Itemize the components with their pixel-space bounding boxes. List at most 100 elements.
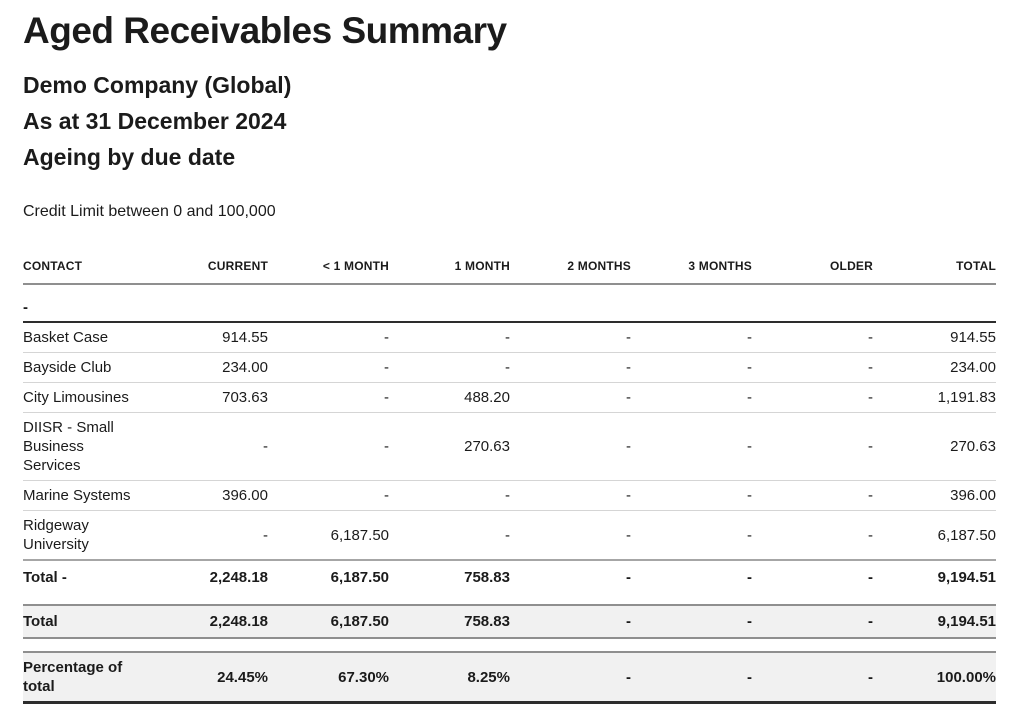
amount-cell: - xyxy=(752,604,873,639)
contact-cell: Ridgeway University xyxy=(23,510,147,561)
table-row: City Limousines 703.63-488.20- - -1,191.83 xyxy=(23,382,996,413)
table-row: DIISR - Small Business Services - -270.63-… xyxy=(23,412,996,481)
amount-cell: 703.63 xyxy=(147,382,268,413)
group-total-row: Total -2,248.18 6,187.50 758.83- - -9,194.51 xyxy=(23,559,996,594)
contact-cell: Total xyxy=(23,604,147,639)
amount-cell: - xyxy=(389,480,510,511)
amount-cell: - xyxy=(752,480,873,511)
amount-cell: - xyxy=(268,352,389,383)
amount-cell: - xyxy=(631,604,752,639)
amount-cell: 914.55 xyxy=(147,322,268,353)
amount-cell: - xyxy=(268,382,389,413)
amount-cell: 270.63 xyxy=(389,412,510,481)
contact-cell: Marine Systems xyxy=(23,480,147,511)
amount-cell: 270.63 xyxy=(873,412,996,481)
amount-cell: - xyxy=(752,382,873,413)
grand-total-row: Total 2,248.18 6,187.50 758.83- - -9,194.51 xyxy=(23,604,996,639)
column-header-3-months: 3 MONTHS xyxy=(631,251,752,285)
amount-cell: 914.55 xyxy=(873,322,996,353)
amount-cell: 9,194.51 xyxy=(873,559,996,594)
amount-cell: - xyxy=(389,322,510,353)
amount-cell: - xyxy=(510,510,631,561)
amount-cell: - xyxy=(510,382,631,413)
table-row: Marine Systems 396.00- - - - -396.00 xyxy=(23,480,996,511)
amount-cell: - xyxy=(631,322,752,353)
column-header-older: OLDER xyxy=(752,251,873,285)
amount-cell: - xyxy=(147,510,268,561)
amount-cell: 1,191.83 xyxy=(873,382,996,413)
amount-cell: 2,248.18 xyxy=(147,604,268,639)
table-row: Basket Case 914.55- - - - -914.55 xyxy=(23,322,996,353)
report-title: Aged Receivables Summary xyxy=(23,10,507,51)
amount-cell: - xyxy=(631,651,752,704)
column-header-contact: CONTACT xyxy=(23,251,147,285)
amount-cell: - xyxy=(268,480,389,511)
amount-cell: 8.25% xyxy=(389,651,510,704)
amount-cell: - xyxy=(268,322,389,353)
contact-cell: Basket Case xyxy=(23,322,147,353)
percentage-row: Percentage of total 24.45% 67.30% 8.25% - - -1… xyxy=(23,651,996,704)
contact-cell: Percentage of total xyxy=(23,651,147,704)
amount-cell: - xyxy=(752,352,873,383)
contact-cell: Total - xyxy=(23,559,147,594)
amount-cell: 758.83 xyxy=(389,604,510,639)
amount-cell: - xyxy=(752,412,873,481)
ageing-basis: Ageing by due date xyxy=(23,144,236,170)
amount-cell: - xyxy=(510,604,631,639)
group-header-row: - xyxy=(23,284,996,323)
amount-cell: 6,187.50 xyxy=(268,604,389,639)
report-subtitle-block: Demo Company (Global) As at 31 December … xyxy=(23,67,996,175)
amount-cell: 6,187.50 xyxy=(268,559,389,594)
amount-cell: 758.83 xyxy=(389,559,510,594)
contact-cell: Bayside Club xyxy=(23,352,147,383)
amount-cell: - xyxy=(752,651,873,704)
amount-cell: - xyxy=(631,480,752,511)
amount-cell: - xyxy=(510,480,631,511)
amount-cell: 100.00% xyxy=(873,651,996,704)
report-date: As at 31 December 2024 xyxy=(23,108,287,134)
column-header-current: CURRENT xyxy=(147,251,268,285)
amount-cell: - xyxy=(389,510,510,561)
group-label: - xyxy=(23,284,996,323)
column-header-1-month: < 1 MONTH xyxy=(268,251,389,285)
amount-cell: - xyxy=(510,322,631,353)
amount-cell: 488.20 xyxy=(389,382,510,413)
table-row: Ridgeway University -6,187.50- - - -6,187.50 xyxy=(23,510,996,561)
grand-total-table: Total 2,248.18 6,187.50 758.83- - -9,194.51 xyxy=(23,604,996,639)
amount-cell: - xyxy=(510,352,631,383)
amount-cell: - xyxy=(631,510,752,561)
amount-cell: 234.00 xyxy=(147,352,268,383)
table-row: Bayside Club 234.00- - - - -234.00 xyxy=(23,352,996,383)
contact-cell: City Limousines xyxy=(23,382,147,413)
amount-cell: 396.00 xyxy=(147,480,268,511)
amount-cell: - xyxy=(510,412,631,481)
amount-cell: - xyxy=(268,412,389,481)
column-header-1-month: 1 MONTH xyxy=(389,251,510,285)
column-header-total: TOTAL xyxy=(873,251,996,285)
contact-cell: DIISR - Small Business Services xyxy=(23,412,147,481)
amount-cell: 396.00 xyxy=(873,480,996,511)
amount-cell: - xyxy=(631,559,752,594)
amount-cell: - xyxy=(752,322,873,353)
company-name: Demo Company (Global) xyxy=(23,72,292,98)
amount-cell: 6,187.50 xyxy=(268,510,389,561)
amount-cell: 67.30% xyxy=(268,651,389,704)
amount-cell: 234.00 xyxy=(873,352,996,383)
amount-cell: 24.45% xyxy=(147,651,268,704)
amount-cell: - xyxy=(752,510,873,561)
amount-cell: - xyxy=(631,352,752,383)
filter-note: Credit Limit between 0 and 100,000 xyxy=(23,203,276,220)
amount-cell: - xyxy=(147,412,268,481)
amount-cell: 9,194.51 xyxy=(873,604,996,639)
amount-cell: - xyxy=(752,559,873,594)
column-header-2-months: 2 MONTHS xyxy=(510,251,631,285)
amount-cell: 6,187.50 xyxy=(873,510,996,561)
receivables-table: CONTACT CURRENT < 1 MONTH 1 MONTH 2 MONTHS 3 … xyxy=(23,251,996,594)
percentage-table: Percentage of total 24.45% 67.30% 8.25% - - -1… xyxy=(23,651,996,704)
amount-cell: 2,248.18 xyxy=(147,559,268,594)
amount-cell: - xyxy=(510,651,631,704)
amount-cell: - xyxy=(510,559,631,594)
amount-cell: - xyxy=(389,352,510,383)
table-header-row: CONTACT CURRENT < 1 MONTH 1 MONTH 2 MONTHS 3 … xyxy=(23,251,996,285)
